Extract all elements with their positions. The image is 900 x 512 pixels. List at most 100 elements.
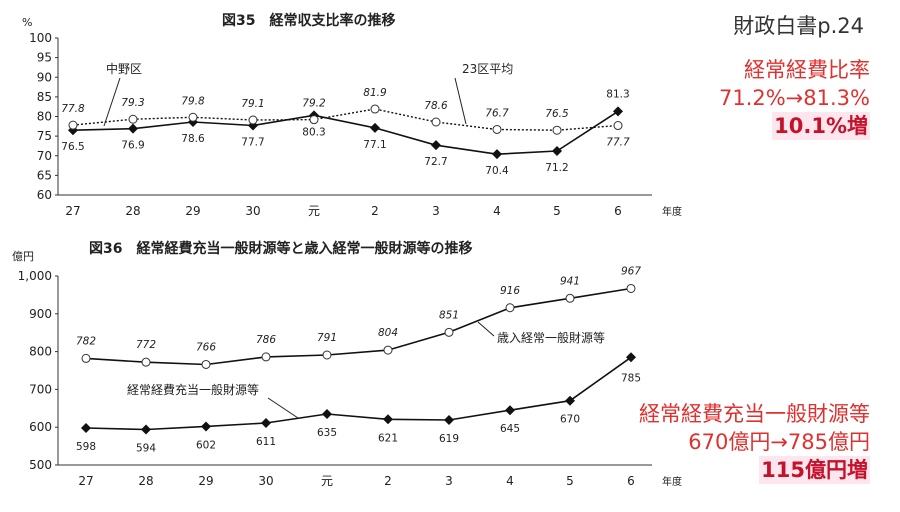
data-label: 967	[621, 265, 641, 277]
data-label: 785	[621, 372, 641, 384]
x-tick-label: 6	[614, 204, 622, 218]
series-name-label: 歳入経常一般財源等	[497, 330, 605, 345]
data-point-diamond	[383, 414, 393, 425]
data-point-circle	[492, 124, 502, 134]
y-tick-label: 70	[37, 149, 52, 163]
data-point-circle	[81, 353, 91, 363]
data-point-circle	[444, 327, 454, 337]
data-label: 79.1	[241, 98, 264, 110]
series-leader-line	[454, 77, 467, 125]
data-label: 772	[136, 339, 156, 351]
data-label: 80.3	[302, 126, 325, 138]
x-tick-label: 4	[506, 474, 514, 488]
data-point-diamond	[444, 415, 454, 426]
ratio-annotation-change: 71.2%→81.3%	[718, 86, 870, 110]
y-tick-label: 500	[29, 458, 52, 472]
y-tick-label: 75	[37, 129, 52, 143]
x-tick-label: 4	[493, 204, 501, 218]
y-axis-unit: %	[22, 16, 32, 29]
data-label: 782	[76, 335, 96, 347]
data-label: 78.6	[424, 100, 448, 112]
y-tick-label: 100	[29, 31, 52, 45]
data-point-circle	[552, 125, 562, 135]
series-name-label: 中野区	[106, 61, 142, 76]
data-label: 76.5	[545, 108, 569, 120]
data-point-circle	[431, 117, 441, 127]
x-tick-label: 5	[566, 474, 574, 488]
x-tick-label: 27	[65, 204, 80, 218]
x-tick-label: 3	[432, 204, 440, 218]
data-point-diamond	[505, 405, 515, 416]
data-point-diamond	[552, 146, 562, 157]
data-point-diamond	[565, 395, 575, 406]
data-point-diamond	[141, 424, 151, 435]
data-point-circle	[261, 352, 271, 362]
chart-title: 図36 経常経費充当一般財源等と歳入経常一般財源等の推移	[89, 240, 472, 257]
data-point-circle	[383, 345, 393, 355]
data-label: 619	[439, 433, 459, 445]
data-point-circle	[201, 359, 211, 369]
x-tick-label: 6	[627, 474, 635, 488]
data-point-diamond	[81, 422, 91, 433]
data-label: 645	[500, 423, 520, 435]
data-label: 594	[136, 442, 156, 454]
data-label: 791	[317, 332, 337, 344]
data-point-circle	[565, 293, 575, 303]
series-name-label: 経常経費充当一般財源等	[127, 382, 259, 397]
data-point-circle	[626, 283, 636, 293]
data-point-diamond	[626, 352, 636, 363]
data-label: 804	[378, 327, 398, 339]
y-tick-label: 600	[29, 420, 52, 434]
data-point-diamond	[128, 123, 138, 134]
y-tick-label: 95	[37, 51, 52, 65]
data-point-circle	[613, 121, 623, 131]
data-label: 77.1	[363, 139, 386, 151]
data-point-circle	[128, 114, 138, 124]
data-point-diamond	[431, 140, 441, 151]
x-tick-label: 27	[78, 474, 93, 488]
data-label: 76.7	[485, 107, 509, 119]
y-tick-label: 800	[29, 345, 52, 359]
y-tick-label: 1,000	[18, 269, 52, 283]
x-tick-label: 2	[384, 474, 392, 488]
data-label: 598	[76, 441, 96, 453]
x-tick-label: 30	[258, 474, 273, 488]
data-label: 602	[196, 439, 216, 451]
data-point-circle	[370, 104, 380, 114]
data-label: 635	[317, 427, 337, 439]
ratio-annotation: 経常経費比率 71.2%→81.3% 10.1%増	[719, 56, 870, 140]
funds-annotation-title: 経常経費充当一般財源等	[639, 402, 870, 426]
data-label: 79.3	[121, 97, 144, 109]
data-label: 941	[560, 275, 580, 287]
data-label: 77.7	[606, 137, 630, 149]
series-name-label: 23区平均	[462, 62, 513, 76]
series-line	[85, 356, 632, 431]
data-label: 71.2	[545, 162, 568, 174]
x-tick-label: 29	[198, 474, 213, 488]
chart-title: 図35 経常収支比率の推移	[222, 12, 395, 29]
data-label: 72.7	[424, 156, 447, 168]
data-label: 766	[196, 341, 216, 353]
data-point-circle	[309, 115, 319, 125]
funds-annotation: 経常経費充当一般財源等 670億円→785億円 115億円増	[639, 400, 870, 484]
source-reference: 財政白書p.24	[733, 14, 864, 38]
x-tick-label: 5	[553, 204, 561, 218]
data-point-diamond	[322, 408, 332, 419]
data-label: 621	[378, 432, 398, 444]
y-tick-label: 80	[37, 110, 52, 124]
data-label: 670	[560, 414, 580, 426]
data-point-diamond	[492, 149, 502, 160]
data-point-circle	[141, 357, 151, 367]
ratio-annotation-highlight: 10.1%増	[772, 112, 870, 140]
ratio-annotation-title: 経常経費比率	[744, 58, 870, 82]
data-label: 786	[256, 334, 276, 346]
data-label: 78.6	[181, 133, 205, 145]
series-line	[85, 287, 632, 366]
data-point-circle	[505, 303, 515, 313]
data-label: 79.2	[302, 98, 326, 110]
y-tick-label: 85	[37, 90, 52, 104]
series-leader-line	[477, 321, 495, 337]
funds-annotation-highlight: 115億円増	[759, 456, 870, 484]
